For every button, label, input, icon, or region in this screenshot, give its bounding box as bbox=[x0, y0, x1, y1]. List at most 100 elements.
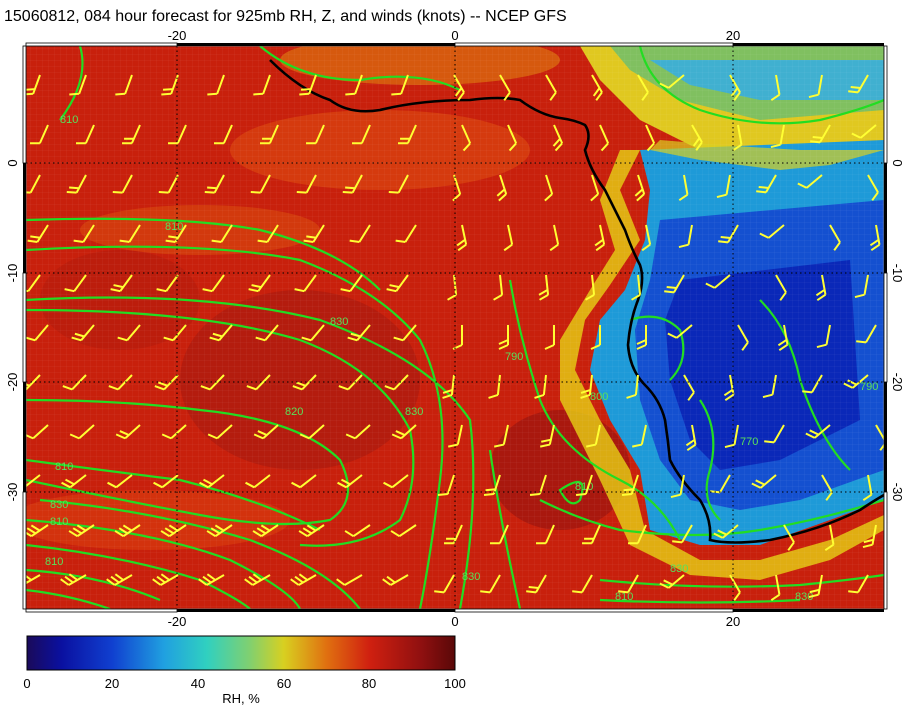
wind-barb bbox=[301, 324, 325, 342]
wind-barbs bbox=[26, 74, 884, 602]
wind-barb bbox=[153, 474, 179, 489]
wind-barb bbox=[122, 124, 141, 145]
wind-barb bbox=[447, 424, 463, 448]
contour-label: 790 bbox=[505, 351, 523, 363]
colorbar-tick-20: 20 bbox=[105, 676, 119, 691]
wind-barb bbox=[549, 224, 560, 252]
x-tick-top-3: 20 bbox=[726, 28, 740, 43]
wind-barb bbox=[536, 524, 555, 545]
wind-barb bbox=[299, 74, 317, 96]
wind-barb bbox=[461, 124, 472, 152]
wind-barb bbox=[732, 124, 743, 152]
wind-barb bbox=[207, 424, 233, 440]
wind-barb bbox=[27, 224, 49, 243]
wind-barb bbox=[493, 424, 509, 448]
wind-barb bbox=[539, 424, 555, 448]
wind-barb bbox=[452, 174, 462, 202]
wind-barb bbox=[442, 374, 455, 399]
wind-barb bbox=[206, 524, 233, 538]
wind-barb bbox=[545, 74, 557, 101]
wind-barb bbox=[628, 524, 647, 545]
wind-barb bbox=[306, 124, 325, 145]
axis-bars bbox=[22, 42, 888, 613]
wind-barb bbox=[862, 474, 873, 502]
wind-barb bbox=[585, 274, 596, 301]
wind-barb bbox=[529, 474, 547, 497]
wind-barb bbox=[253, 424, 279, 440]
wind-barb bbox=[204, 174, 225, 194]
wind-barb bbox=[503, 224, 514, 252]
wind-barb bbox=[552, 124, 564, 152]
wind-barb bbox=[770, 74, 781, 102]
wind-barb bbox=[618, 574, 639, 594]
contour-label: 800 bbox=[590, 391, 608, 403]
wind-barb bbox=[292, 374, 317, 391]
contour-label: 830 bbox=[50, 499, 68, 511]
wind-barb bbox=[69, 424, 95, 440]
wind-barb bbox=[453, 74, 465, 101]
wind-barb bbox=[255, 324, 279, 342]
wind-barb bbox=[490, 524, 509, 545]
wind-barb bbox=[76, 124, 95, 145]
colorbar-tick-80: 80 bbox=[362, 676, 376, 691]
wind-barb bbox=[496, 174, 508, 202]
wind-barb bbox=[808, 74, 823, 99]
wind-barb bbox=[862, 524, 877, 549]
wind-barb bbox=[590, 174, 600, 202]
wind-barb bbox=[544, 325, 555, 350]
wind-barb bbox=[580, 374, 593, 399]
wind-barb bbox=[591, 74, 603, 101]
wind-barb bbox=[829, 224, 841, 251]
wind-barb bbox=[68, 524, 95, 538]
wind-barb bbox=[398, 124, 417, 145]
wind-barb bbox=[337, 474, 363, 489]
wind-barb bbox=[594, 224, 606, 252]
wind-barb bbox=[723, 374, 735, 402]
wind-barb bbox=[388, 174, 409, 194]
wind-barb bbox=[298, 524, 325, 538]
wind-barb bbox=[383, 474, 409, 489]
contour-label: 810 bbox=[55, 461, 73, 473]
wind-barb bbox=[631, 274, 642, 301]
wind-barb bbox=[395, 224, 417, 243]
wind-barb bbox=[456, 224, 468, 252]
wind-barb bbox=[61, 474, 87, 489]
wind-barb bbox=[538, 274, 550, 301]
wind-barb bbox=[252, 524, 279, 538]
wind-barb bbox=[729, 574, 741, 601]
wind-barb bbox=[626, 374, 639, 399]
colorbar-tick-40: 40 bbox=[191, 676, 205, 691]
contour-label: 830 bbox=[462, 571, 480, 583]
wind-barb bbox=[783, 524, 795, 551]
y-tick-right-1: 0 bbox=[890, 159, 905, 166]
x-tick-top-2: 0 bbox=[451, 28, 458, 43]
wind-barb bbox=[867, 174, 879, 201]
colorbar: 0 20 40 60 80 100 RH, % bbox=[23, 635, 466, 706]
wind-barb bbox=[691, 124, 703, 151]
wind-barb bbox=[483, 474, 501, 497]
wind-barb bbox=[260, 124, 279, 145]
wind-barb bbox=[683, 374, 695, 401]
wind-barb bbox=[62, 374, 87, 391]
wind-barb bbox=[854, 274, 869, 299]
wind-barb bbox=[544, 174, 554, 202]
wind-barb bbox=[770, 124, 785, 149]
wind-barb bbox=[493, 274, 504, 301]
wind-barb bbox=[248, 274, 271, 293]
wind-barb bbox=[303, 224, 325, 243]
wind-barb bbox=[340, 274, 363, 293]
wind-barb bbox=[716, 174, 731, 199]
wind-barb bbox=[250, 174, 271, 194]
x-tick-bottom-3: 20 bbox=[726, 614, 740, 629]
wind-barb bbox=[26, 324, 49, 342]
wind-barb bbox=[290, 573, 317, 586]
contour-label: 810 bbox=[615, 591, 633, 603]
wind-barb bbox=[590, 325, 601, 350]
wind-barb bbox=[345, 74, 363, 96]
wind-barb bbox=[848, 74, 869, 94]
figure-title: 15060812, 084 hour forecast for 925mb RH… bbox=[4, 8, 567, 25]
contour-label: 830 bbox=[330, 316, 348, 328]
wind-barb bbox=[645, 124, 656, 152]
wind-barb bbox=[869, 224, 881, 252]
wind-barb bbox=[875, 424, 884, 451]
